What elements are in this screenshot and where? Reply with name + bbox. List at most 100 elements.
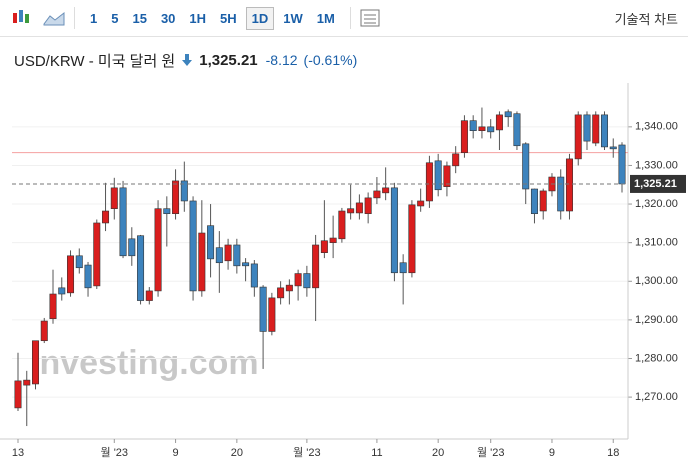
candle-icon[interactable] <box>10 7 32 29</box>
candle-body <box>618 144 626 185</box>
candle-body <box>347 208 355 214</box>
y-tick-label: 1,320.00 <box>635 198 678 210</box>
candle-body <box>382 187 390 194</box>
candle-body <box>163 208 171 215</box>
separator <box>349 7 351 29</box>
candle-body <box>390 187 398 274</box>
interval-button[interactable]: 5H <box>220 10 237 26</box>
toolbar: 1 5 15 30 1H 5H 1D 1W 1M 기술적 차트 <box>0 0 688 37</box>
candle-body <box>434 160 442 191</box>
candle-body <box>469 120 477 131</box>
candle-body <box>207 225 215 260</box>
candle-body <box>399 262 407 274</box>
candle-body <box>23 379 31 386</box>
candle-body <box>198 232 206 292</box>
x-tick-label: 9 <box>549 447 555 459</box>
candle-body <box>154 208 162 292</box>
intervals: 1 5 15 30 1H 5H 1D 1W 1M <box>83 6 342 30</box>
candle-body <box>364 197 372 215</box>
candle-body <box>373 190 381 199</box>
y-tick-label: 1,280.00 <box>635 352 678 364</box>
candle-body <box>478 126 486 131</box>
candle-body <box>189 200 197 292</box>
area-icon[interactable] <box>42 7 66 29</box>
technical-link[interactable]: 기술적 차트 <box>614 11 678 27</box>
settings-icon[interactable] <box>359 8 381 28</box>
candle-body <box>145 290 153 301</box>
interval-button[interactable]: 15 <box>132 10 147 26</box>
price: 1,325.21 <box>199 51 258 69</box>
chart: Investing.com 1,270.00 1,280.00 1,290.00 1,3… <box>0 83 686 459</box>
interval-button[interactable]: 1 <box>90 10 98 26</box>
interval-button[interactable]: 1M <box>316 10 335 26</box>
y-tick-label: 1,340.00 <box>635 121 678 133</box>
candle-body <box>224 244 232 262</box>
candle-body <box>233 244 241 267</box>
candle-body <box>522 143 530 190</box>
x-tick-label: 월 '23 <box>293 446 321 459</box>
x-tick-label: 13 <box>12 447 24 459</box>
candle-body <box>574 114 582 160</box>
candle-body <box>102 210 110 224</box>
candle-body <box>242 262 250 267</box>
candle-body <box>128 238 136 257</box>
header: USD/KRW - 미국 달러 원 1,325.21 -8.12 (-0.61%… <box>0 37 688 83</box>
interval-button[interactable]: 1W <box>283 10 303 26</box>
interval-button[interactable]: 30 <box>160 10 176 26</box>
interval-button[interactable]: 1D <box>245 6 275 30</box>
candle-body <box>67 255 75 294</box>
candle-body <box>592 114 600 144</box>
symbol: USD/KRW - 미국 달러 원 <box>14 52 176 70</box>
candle-body <box>338 210 346 240</box>
candle-body <box>285 284 293 292</box>
candle-body <box>250 263 258 288</box>
candle-body <box>84 264 92 289</box>
candle-body <box>75 255 83 269</box>
candle-body <box>609 146 617 150</box>
candle-body <box>215 247 223 264</box>
watermark: Investing.com <box>30 344 259 382</box>
last-price-tag <box>630 174 686 193</box>
candle-body <box>137 235 145 301</box>
candle-body <box>180 180 188 202</box>
candle-body <box>172 180 180 215</box>
candle-body <box>408 204 416 274</box>
candle-body <box>600 114 608 148</box>
interval-button[interactable]: 1H <box>189 10 207 26</box>
x-tick-label: 월 '23 <box>101 446 129 459</box>
change: -8.12 <box>265 52 298 68</box>
candle-body <box>539 190 547 212</box>
candle-body <box>452 153 460 167</box>
candle-body <box>277 287 285 299</box>
candle-body <box>14 380 22 409</box>
last-price-label: 1,325.21 <box>634 178 677 190</box>
x-tick-label: 20 <box>231 447 243 459</box>
candle-body <box>312 244 320 289</box>
candle-body <box>565 158 573 212</box>
down-arrow <box>182 54 193 66</box>
candle-body <box>504 111 512 118</box>
candle-body <box>443 165 451 187</box>
candle-body <box>268 297 276 332</box>
candle-body <box>355 202 363 214</box>
change-pct: (-0.61%) <box>303 52 358 68</box>
candle-body <box>530 188 538 215</box>
candle-body <box>320 240 328 253</box>
candle-body <box>557 176 565 212</box>
candle-body <box>425 162 433 202</box>
candle-body <box>93 222 101 287</box>
candle-body <box>329 237 337 243</box>
candle-body <box>487 126 495 133</box>
candle-body <box>303 273 311 289</box>
x-tick-label: 11 <box>371 447 382 459</box>
separator <box>74 7 75 29</box>
candle-body <box>417 200 425 207</box>
candle-body <box>119 187 127 257</box>
candle-body <box>460 120 468 154</box>
x-tick-label: 월 '23 <box>477 446 505 459</box>
interval-button[interactable]: 5 <box>111 10 119 26</box>
candle-body <box>513 113 521 147</box>
x-tick-label: 9 <box>173 447 179 459</box>
candle-body <box>294 273 302 287</box>
x-tick-label: 18 <box>607 447 619 459</box>
